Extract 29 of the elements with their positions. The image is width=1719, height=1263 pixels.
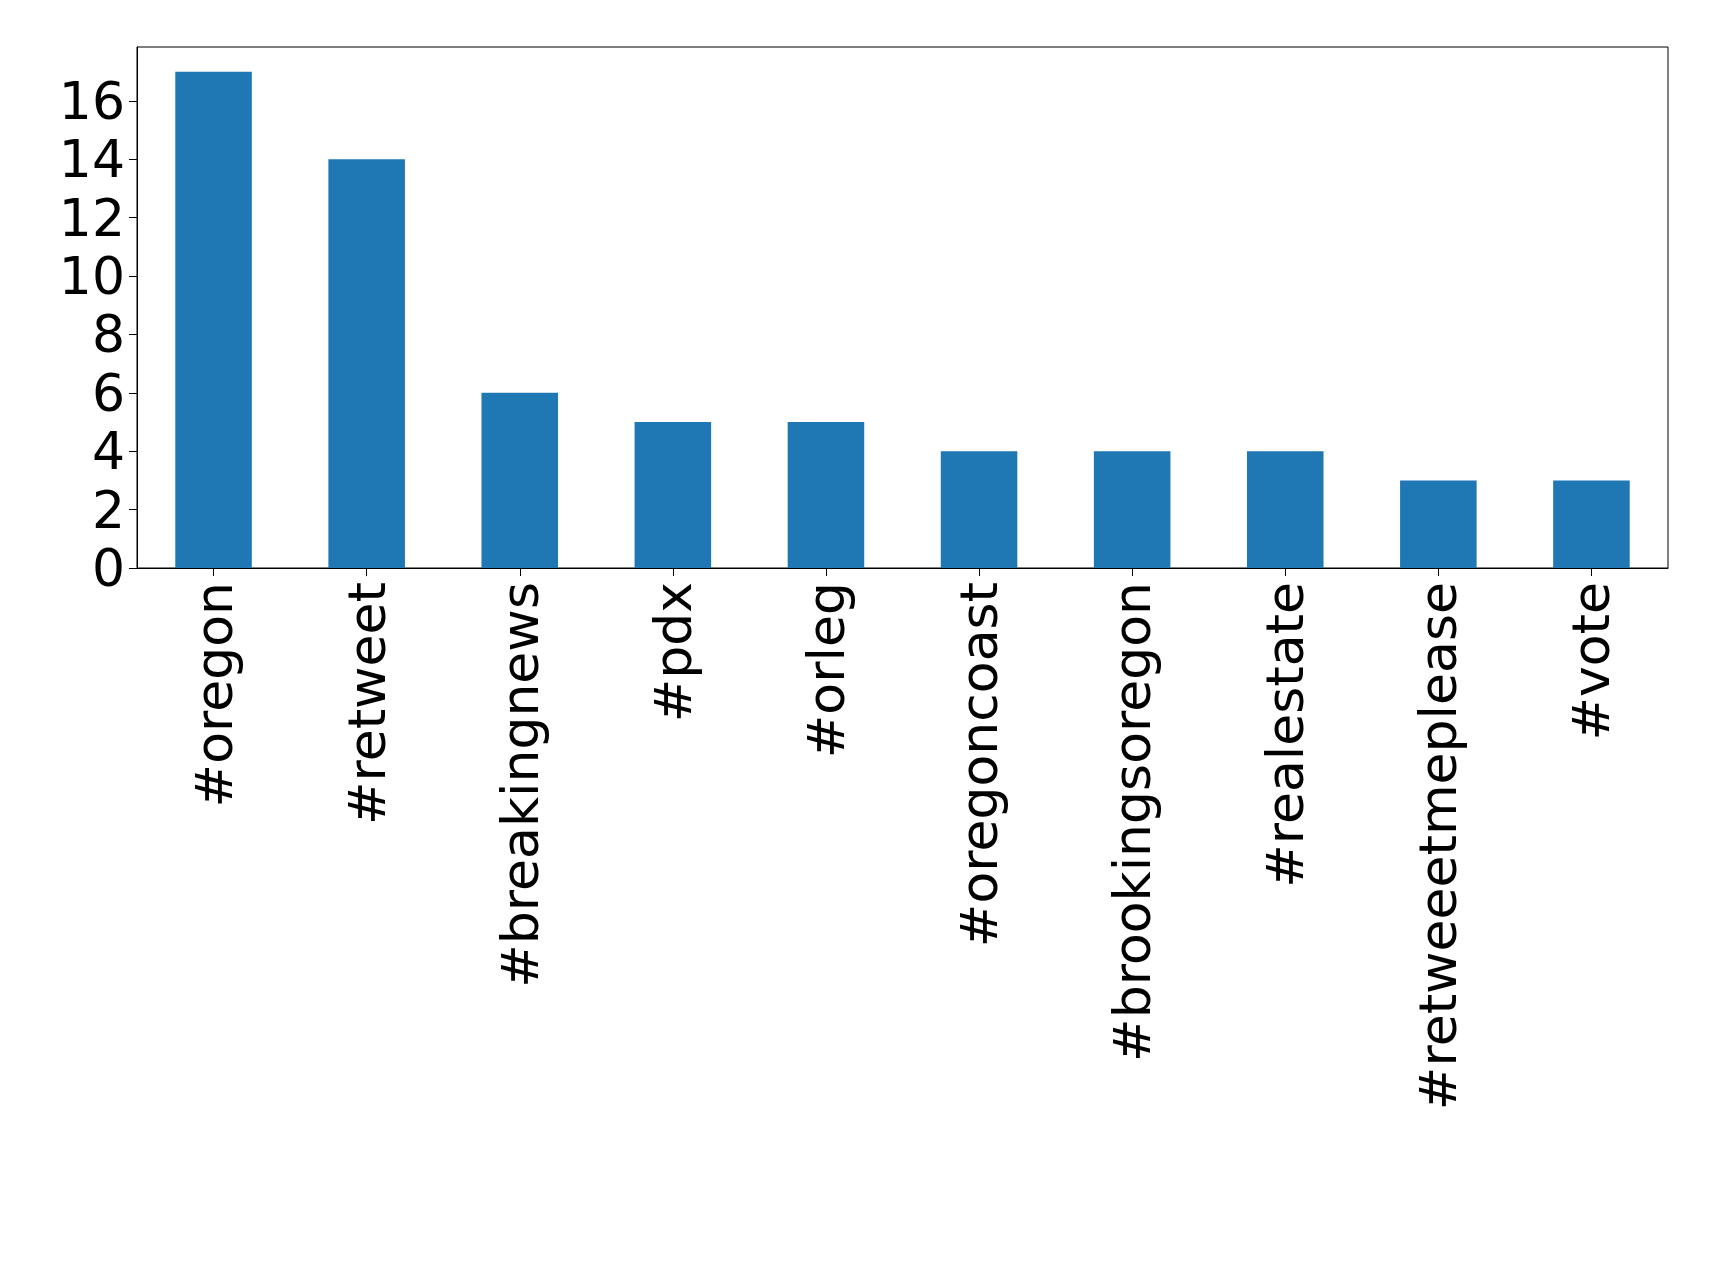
y-tick-label: 16	[58, 71, 125, 131]
x-tick-label: #oregon	[183, 582, 244, 808]
y-tick-label: 14	[58, 129, 125, 190]
y-tick-label: 10	[58, 246, 125, 307]
y-tick-label: 2	[91, 479, 125, 540]
bar	[1093, 451, 1171, 568]
x-tick-label: #oregoncoast	[949, 582, 1010, 948]
x-tick-label: #breakingnews	[489, 582, 550, 988]
bar	[1400, 480, 1477, 568]
x-tick-label: #vote	[1561, 582, 1622, 741]
y-tick-label: 4	[91, 421, 125, 482]
y-tick-label: 8	[91, 304, 125, 365]
bar	[940, 451, 1018, 568]
y-tick-label: 6	[91, 362, 125, 423]
y-tick-label: 0	[91, 538, 125, 598]
x-tick-label: #realestate	[1255, 582, 1316, 888]
bar	[328, 159, 405, 568]
x-tick-label: #orleg	[795, 582, 856, 759]
bar	[1553, 480, 1630, 568]
bar	[1246, 451, 1324, 568]
x-tick-label: #retweeetmeplease	[1408, 582, 1469, 1111]
y-tick-label: 12	[58, 187, 125, 248]
bar	[481, 392, 559, 568]
bar	[634, 422, 712, 568]
x-tick-label: #pdx	[642, 582, 703, 723]
x-tick-label: #brookingsoregon	[1102, 582, 1163, 1062]
bar	[175, 71, 252, 568]
x-tick-label: #retweet	[336, 582, 397, 826]
bar	[787, 422, 865, 568]
